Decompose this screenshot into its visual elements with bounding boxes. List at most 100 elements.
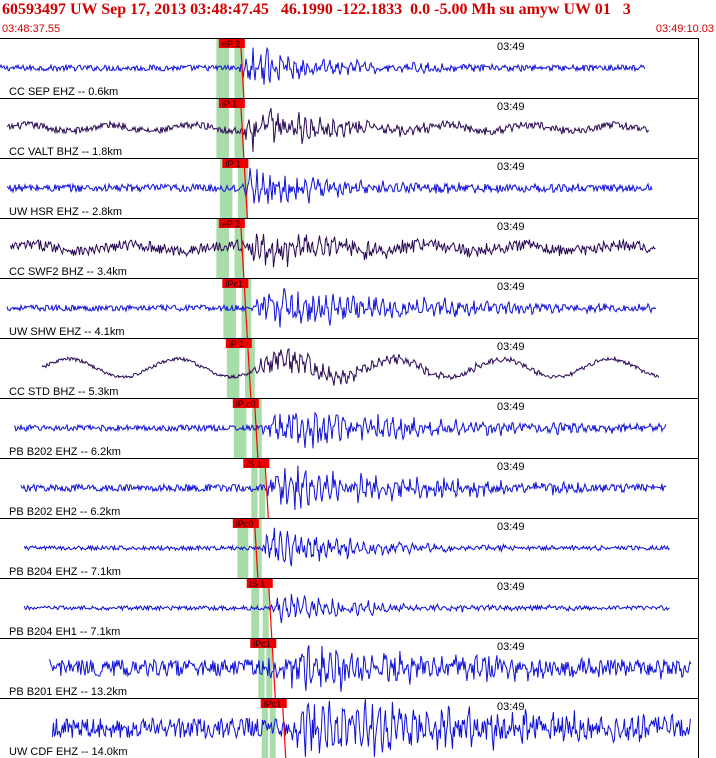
pick-window [251,459,258,518]
pick-marker[interactable] [250,639,277,648]
pick-label: eP 2 [222,39,240,49]
waveform [48,645,692,692]
trace-row[interactable]: iS 1 03:49 PB B204 EH1 -- 7.1km [0,578,698,639]
station-label: PB B204 EH1 -- 7.1km [9,626,120,638]
trace-row[interactable]: iS 1 03:49 PB B202 EH2 -- 6.2km [0,458,698,519]
pick-label: iPc1 [264,699,282,709]
pick-label: iP c0 [236,399,256,409]
station-label: PB B204 EHZ -- 7.1km [9,566,121,578]
pick-window [234,99,245,158]
time-tick-label: 03:49 [497,521,525,533]
pick-label: eP 2 [222,219,240,229]
trace-row[interactable]: iPc1 03:49 PB B201 EHZ -- 13.2km [0,638,698,699]
time-tick-label: 03:49 [497,641,525,653]
waveform [0,46,646,85]
trace-row[interactable]: iP c0 03:49 PB B202 EHZ -- 6.2km [0,398,698,459]
time-tick-label: 03:49 [497,41,525,53]
pick-line [243,165,248,219]
station-label: UW CDF EHZ -- 14.0km [9,746,128,758]
station-label: PB B201 EHZ -- 13.2km [9,686,127,698]
time-tick-label: 03:49 [497,161,525,173]
trace-row[interactable]: eP 2 03:49 CC SWF2 BHZ -- 3.4km [0,218,698,279]
waveform [20,465,667,511]
time-tick-label: 03:49 [497,221,525,233]
trace-row[interactable]: iPc1 03:49 UW SHW EHZ -- 4.1km [0,278,698,339]
pick-window [269,699,276,758]
station-label: CC SEP EHZ -- 0.6km [9,86,118,98]
pick-window [261,699,269,758]
waveform [6,168,653,204]
seismogram-plot: eP 2 03:49 CC SEP EHZ -- 0.6km iP 1 03:49 CC … [0,38,699,758]
time-tick-label: 03:49 [497,101,525,113]
pick-marker[interactable] [232,519,259,528]
station-label: UW SHW EHZ -- 4.1km [9,326,125,338]
pick-window [244,339,255,398]
pick-marker[interactable] [218,99,245,108]
station-label: CC VALT BHZ -- 1.8km [9,146,122,158]
pick-label: iPc1 [253,639,271,649]
time-tick-label: 03:49 [497,341,525,353]
waveform [51,699,691,757]
pick-line [240,105,245,159]
pick-label: iPc0 [236,519,254,529]
pick-line [271,645,276,699]
pick-marker[interactable] [218,219,245,228]
pick-marker[interactable] [222,159,249,168]
station-label: UW HSR EHZ -- 2.8km [9,206,122,218]
pick-window [234,219,245,278]
pick-line [282,705,287,758]
waveform [13,411,667,449]
pick-label: iS 1 [250,579,266,589]
station-label: PB B202 EH2 -- 6.2km [9,506,120,518]
pick-line [240,225,245,279]
pick-line [254,525,259,579]
end-time: 03:49:10.03 [655,23,714,35]
pick-marker[interactable] [222,279,249,288]
trace-row[interactable]: eP 2 03:49 CC SEP EHZ -- 0.6km [0,38,698,99]
waveform [6,288,657,328]
waveform [23,527,670,567]
pick-window [262,579,269,638]
event-title: 60593497 UW Sep 17, 2013 03:48:47.45 46.… [2,1,631,18]
trace-row[interactable]: iPc0 03:49 PB B204 EHZ -- 7.1km [0,518,698,579]
time-tick-label: 03:49 [497,281,525,293]
pick-window [216,99,229,158]
pick-marker[interactable] [246,579,273,588]
pick-marker[interactable] [243,459,270,468]
pick-line [247,345,252,399]
pick-label: iPc1 [225,279,243,289]
time-tick-label: 03:49 [497,701,525,713]
station-label: CC SWF2 BHZ -- 3.4km [9,266,127,278]
waveform [23,593,670,623]
pick-line [254,405,259,459]
pick-line [243,285,248,339]
waveform [10,233,656,268]
pick-marker[interactable] [260,699,287,708]
pick-line [264,465,269,519]
trace-row[interactable]: iP 1 03:49 UW HSR EHZ -- 2.8km [0,158,698,219]
pick-window [216,39,229,98]
event-header: 60593497 UW Sep 17, 2013 03:48:47.45 46.… [0,0,716,38]
pick-label: iS 1 [246,459,262,469]
pick-window [258,639,265,698]
pick-window [226,339,240,398]
pick-label: iP 1 [222,99,237,109]
pick-window [238,159,248,218]
trace-row[interactable]: iPc1 03:49 UW CDF EHZ -- 14.0km [0,698,698,758]
trace-row[interactable]: iP 1 03:49 CC STD BHZ -- 5.3km [0,338,698,399]
waveform [41,348,660,386]
pick-line [240,45,245,99]
start-time: 03:48:37.55 [2,23,61,35]
pick-label: iP 1 [225,159,240,169]
trace-row[interactable]: iP 1 03:49 CC VALT BHZ -- 1.8km [0,98,698,159]
time-tick-label: 03:49 [497,401,525,413]
time-tick-label: 03:49 [497,581,525,593]
pick-marker[interactable] [232,399,259,408]
time-tick-label: 03:49 [497,461,525,473]
pick-marker[interactable] [225,339,252,348]
pick-line [268,585,273,639]
pick-marker[interactable] [218,39,245,48]
waveform [6,107,650,153]
pick-window [216,219,229,278]
pick-label: iP 1 [229,339,244,349]
